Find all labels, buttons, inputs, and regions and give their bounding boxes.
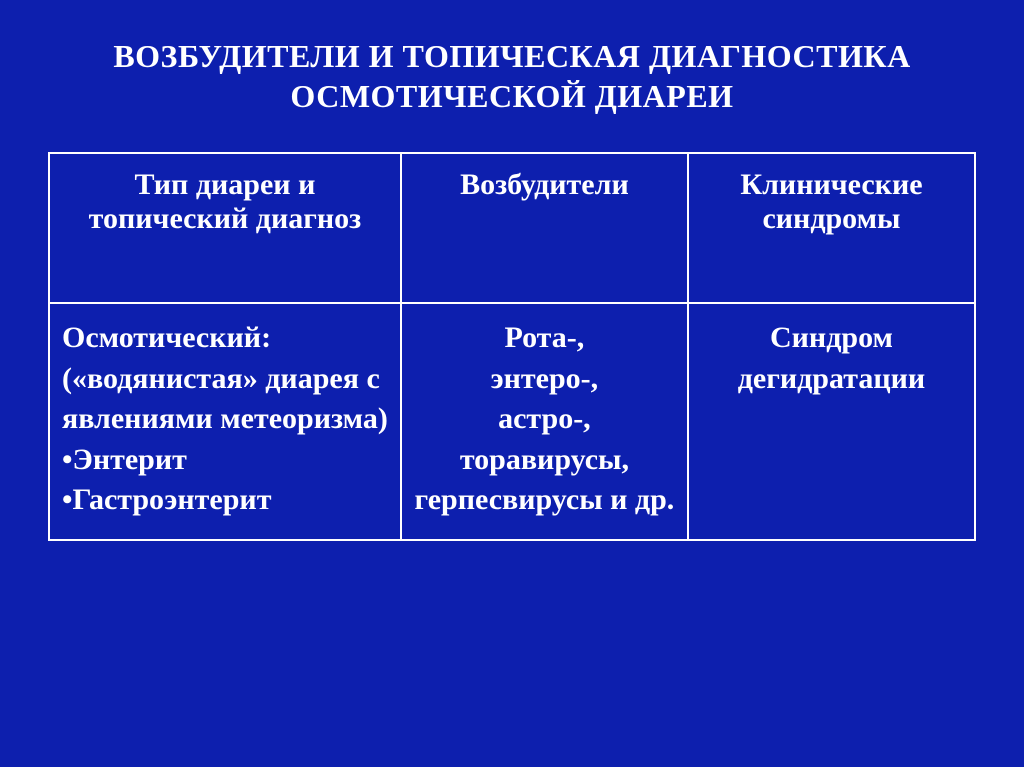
cell-syndromes: Синдром дегидратации: [688, 303, 975, 540]
syndrome-line: дегидратации: [701, 359, 962, 400]
header-pathogens: Возбудители: [401, 153, 688, 303]
pathogen-line: астро-,: [414, 399, 675, 440]
pathogen-line: энтеро-,: [414, 359, 675, 400]
syndrome-line: Синдром: [701, 318, 962, 359]
header-type: Тип диареи и топический диагноз: [49, 153, 401, 303]
cell-type-bullet1: •Энтерит: [62, 440, 388, 481]
pathogen-line: Рота-,: [414, 318, 675, 359]
cell-pathogens: Рота-, энтеро-, астро-, торавирусы, герп…: [401, 303, 688, 540]
table-header-row: Тип диареи и топический диагноз Возбудит…: [49, 153, 975, 303]
header-syndromes: Клинические синдромы: [688, 153, 975, 303]
table-row: Осмотический: («водянистая» диарея с явл…: [49, 303, 975, 540]
slide-title: ВОЗБУДИТЕЛИ И ТОПИЧЕСКАЯ ДИАГНОСТИКА ОСМ…: [48, 36, 976, 116]
pathogen-line: торавирусы,: [414, 440, 675, 481]
cell-type: Осмотический: («водянистая» диарея с явл…: [49, 303, 401, 540]
cell-type-para: Осмотический: («водянистая» диарея с явл…: [62, 318, 388, 440]
slide: ВОЗБУДИТЕЛИ И ТОПИЧЕСКАЯ ДИАГНОСТИКА ОСМ…: [0, 0, 1024, 767]
cell-type-bullet2: •Гастроэнтерит: [62, 480, 388, 521]
pathogen-line: герпесвирусы и др.: [414, 480, 675, 521]
diagnosis-table: Тип диареи и топический диагноз Возбудит…: [48, 152, 976, 541]
